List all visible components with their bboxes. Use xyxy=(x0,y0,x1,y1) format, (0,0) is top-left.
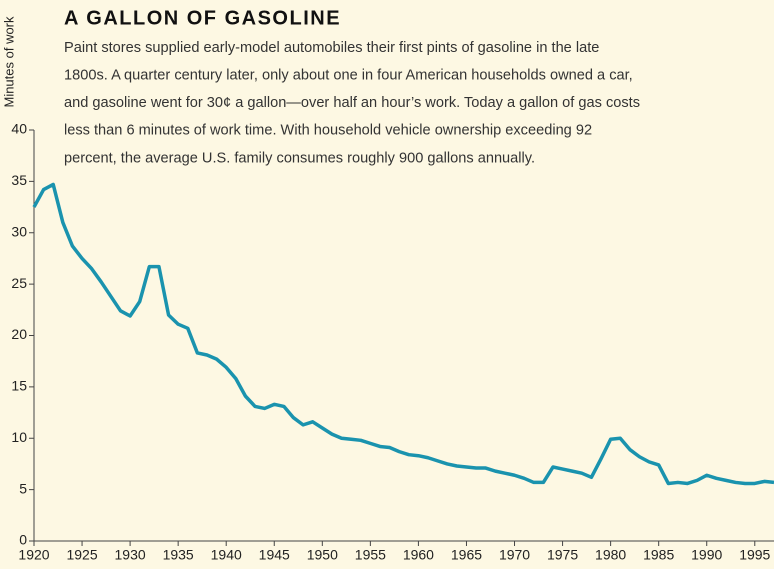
x-tick-label: 1925 xyxy=(66,547,97,563)
y-tick-label: 15 xyxy=(11,378,27,394)
y-tick-label: 30 xyxy=(11,223,27,239)
description-line: less than 6 minutes of work time. With h… xyxy=(64,123,592,139)
x-tick-label: 1970 xyxy=(499,547,530,563)
x-tick-label: 1955 xyxy=(355,547,386,563)
x-tick-label: 1940 xyxy=(211,547,242,563)
x-tick-label: 1950 xyxy=(307,547,338,563)
x-tick-label: 1960 xyxy=(403,547,434,563)
x-tick-label: 1980 xyxy=(595,547,626,563)
description-line: percent, the average U.S. family consume… xyxy=(64,150,535,166)
y-tick-label: 20 xyxy=(11,326,27,342)
x-tick-label: 1965 xyxy=(451,547,482,563)
x-tick-label: 1985 xyxy=(643,547,674,563)
y-tick-label: 10 xyxy=(11,429,27,445)
data-line xyxy=(32,182,774,486)
x-tick-label: 1945 xyxy=(259,547,290,563)
x-tick-label: 1975 xyxy=(547,547,578,563)
y-axis-label: Minutes of work xyxy=(1,16,16,108)
x-tick-label: 1920 xyxy=(18,547,49,563)
y-tick-label: 40 xyxy=(11,121,27,137)
chart-title: A GALLON OF GASOLINE xyxy=(64,7,341,29)
y-tick-label: 0 xyxy=(19,532,27,548)
x-tick-label: 1930 xyxy=(115,547,146,563)
description-line: 1800s. A quarter century later, only abo… xyxy=(64,67,633,83)
y-tick-label: 5 xyxy=(19,480,27,496)
description-line: Paint stores supplied early-model automo… xyxy=(64,40,599,56)
x-tick-label: 1990 xyxy=(691,547,722,563)
y-tick-label: 25 xyxy=(11,275,27,291)
description-line: and gasoline went for 30¢ a gallon—over … xyxy=(64,95,640,111)
x-tick-label: 1935 xyxy=(163,547,194,563)
x-tick-label: 1995 xyxy=(739,547,770,563)
y-tick-label: 35 xyxy=(11,172,27,188)
